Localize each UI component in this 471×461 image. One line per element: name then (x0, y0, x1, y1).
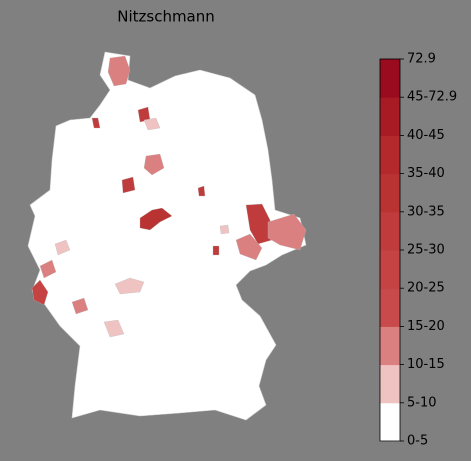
region (219, 224, 230, 235)
colorbar-bin (380, 326, 400, 366)
region (235, 233, 263, 261)
region (71, 297, 89, 315)
germany-map (27, 51, 307, 421)
map-title: Nitzschmann (117, 8, 215, 26)
colorbar-label: 30-35 (407, 204, 445, 219)
region (107, 55, 131, 87)
colorbar-bin (380, 288, 400, 327)
colorbar-label: 10-15 (407, 357, 445, 372)
region (212, 245, 220, 256)
colorbar-label: 45-72.9 (407, 90, 457, 105)
colorbar-label: 0-5 (407, 434, 428, 449)
colorbar-bin (380, 97, 400, 136)
colorbar-bin (380, 364, 400, 404)
colorbar-bin (380, 135, 400, 175)
colorbar-bin (380, 211, 400, 251)
colorbar-label: 40-45 (407, 128, 445, 143)
colorbar-bin (380, 402, 400, 442)
colorbar-label: 5-10 (407, 395, 437, 410)
colorbar: 0-5 5-10 10-15 15-20 20-25 25-30 30-35 35-40 40-… (379, 52, 457, 449)
region (114, 277, 145, 295)
colorbar-label: 72.9 (407, 52, 436, 67)
region (143, 117, 161, 131)
region (91, 117, 101, 129)
region (197, 185, 206, 197)
colorbar-bin (380, 250, 400, 289)
region (267, 213, 307, 251)
region (31, 279, 49, 306)
colorbar-label: 20-25 (407, 281, 445, 296)
region (121, 176, 136, 194)
colorbar-bin (380, 173, 400, 213)
region (103, 319, 125, 338)
region (139, 207, 173, 231)
region (39, 259, 57, 279)
colorbar-bin (380, 59, 400, 98)
colorbar-label: 15-20 (407, 319, 445, 334)
region (54, 239, 71, 256)
country-outline (27, 51, 307, 421)
colorbar-label: 35-40 (407, 166, 445, 181)
colorbar-label: 25-30 (407, 243, 445, 258)
region (143, 153, 165, 176)
